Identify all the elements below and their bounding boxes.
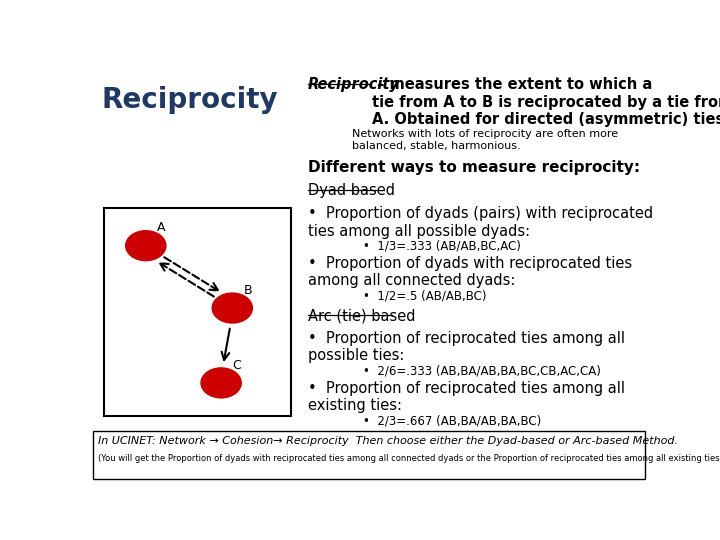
Text: Arc (tie) based: Arc (tie) based (307, 308, 415, 323)
FancyBboxPatch shape (93, 431, 645, 478)
Text: – measures the extent to which a
tie from A to B is reciprocated by a tie from B: – measures the extent to which a tie fro… (372, 77, 720, 127)
Text: (You will get the Proportion of dyads with reciprocated ties among all connected: (You will get the Proportion of dyads wi… (99, 454, 720, 463)
Text: C: C (232, 359, 241, 372)
Text: In UCINET: Network → Cohesion→ Reciprocity  Then choose either the Dyad-based or: In UCINET: Network → Cohesion→ Reciproci… (99, 436, 678, 446)
Circle shape (126, 231, 166, 261)
Text: •  1/3=.333 (AB/AB,BC,AC): • 1/3=.333 (AB/AB,BC,AC) (364, 239, 521, 252)
Text: •  2/6=.333 (AB,BA/AB,BA,BC,CB,AC,CA): • 2/6=.333 (AB,BA/AB,BA,BC,CB,AC,CA) (364, 364, 601, 377)
Text: •  Proportion of dyads with reciprocated ties
among all connected dyads:: • Proportion of dyads with reciprocated … (307, 256, 631, 288)
Text: Networks with lots of reciprocity are often more
balanced, stable, harmonious.: Networks with lots of reciprocity are of… (352, 129, 618, 151)
Text: •  Proportion of reciprocated ties among all
existing ties:: • Proportion of reciprocated ties among … (307, 381, 625, 413)
Text: •  Proportion of dyads (pairs) with reciprocated
ties among all possible dyads:: • Proportion of dyads (pairs) with recip… (307, 206, 653, 239)
Text: Different ways to measure reciprocity:: Different ways to measure reciprocity: (307, 160, 640, 176)
Text: •  2/3=.667 (AB,BA/AB,BA,BC): • 2/3=.667 (AB,BA/AB,BA,BC) (364, 414, 541, 427)
Text: •  Proportion of reciprocated ties among all
possible ties:: • Proportion of reciprocated ties among … (307, 331, 625, 363)
Text: B: B (243, 284, 252, 297)
FancyBboxPatch shape (104, 208, 291, 416)
Circle shape (201, 368, 241, 398)
Circle shape (212, 293, 253, 323)
Text: Dyad based: Dyad based (307, 183, 395, 198)
Text: •  1/2=.5 (AB/AB,BC): • 1/2=.5 (AB/AB,BC) (364, 289, 487, 302)
Text: A: A (157, 221, 166, 234)
Text: Reciprocity: Reciprocity (307, 77, 400, 92)
Text: Reciprocity: Reciprocity (101, 85, 278, 113)
